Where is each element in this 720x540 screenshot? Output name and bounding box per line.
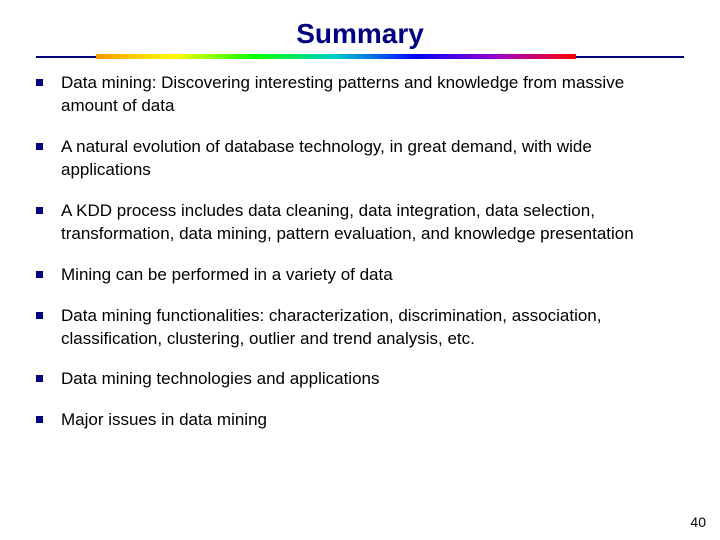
slide-title: Summary (36, 18, 684, 50)
list-item: A KDD process includes data cleaning, da… (36, 200, 684, 246)
slide: Summary Data mining: Discovering interes… (0, 0, 720, 540)
underline-spectrum (96, 54, 576, 59)
list-item-text: A KDD process includes data cleaning, da… (61, 200, 684, 246)
bullet-list: Data mining: Discovering interesting pat… (36, 72, 684, 432)
page-number: 40 (690, 514, 706, 530)
bullet-marker-icon (36, 271, 43, 278)
bullet-marker-icon (36, 375, 43, 382)
list-item-text: Mining can be performed in a variety of … (61, 264, 684, 287)
bullet-marker-icon (36, 416, 43, 423)
list-item: Data mining: Discovering interesting pat… (36, 72, 684, 118)
list-item: Data mining technologies and application… (36, 368, 684, 391)
bullet-marker-icon (36, 143, 43, 150)
title-underline (36, 56, 684, 58)
list-item: Data mining functionalities: characteriz… (36, 305, 684, 351)
list-item-text: Data mining technologies and application… (61, 368, 684, 391)
list-item-text: Major issues in data mining (61, 409, 684, 432)
list-item-text: Data mining: Discovering interesting pat… (61, 72, 684, 118)
list-item: Major issues in data mining (36, 409, 684, 432)
list-item-text: A natural evolution of database technolo… (61, 136, 684, 182)
list-item-text: Data mining functionalities: characteriz… (61, 305, 684, 351)
bullet-marker-icon (36, 207, 43, 214)
bullet-marker-icon (36, 312, 43, 319)
bullet-marker-icon (36, 79, 43, 86)
list-item: Mining can be performed in a variety of … (36, 264, 684, 287)
list-item: A natural evolution of database technolo… (36, 136, 684, 182)
